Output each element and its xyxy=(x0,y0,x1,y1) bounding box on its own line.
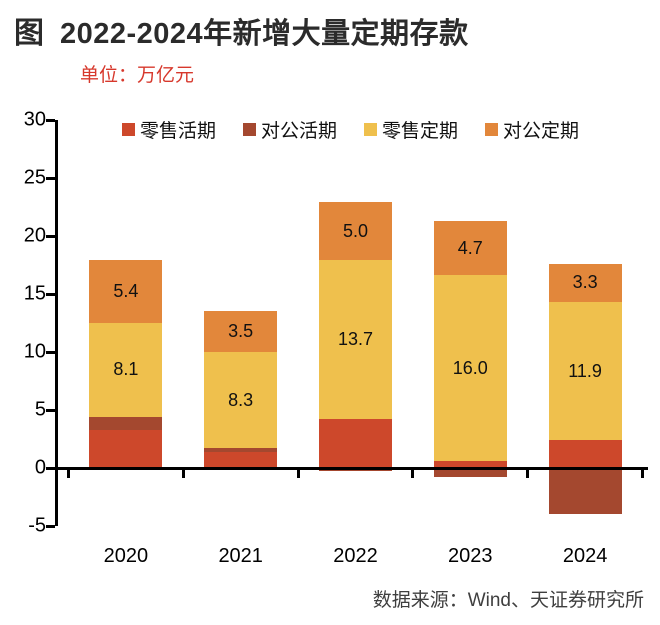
y-axis-tick-mark xyxy=(46,524,55,528)
x-axis-category-label: 2023 xyxy=(448,545,493,567)
y-axis-tick-label: 20 xyxy=(23,224,46,247)
x-axis-tick-mark xyxy=(67,469,70,478)
chart-legend: 零售活期 对公活期 零售定期 对公定期 xyxy=(122,116,579,143)
legend-swatch-icon xyxy=(485,123,499,136)
bar-value-label: 5.0 xyxy=(342,220,369,241)
bar-segment: 16.0 xyxy=(433,275,507,462)
chart-title: 2022-2024年新增大量定期存款 xyxy=(60,18,469,50)
bar-segment: 3.5 xyxy=(204,311,278,352)
legend-item: 零售活期 xyxy=(122,116,216,143)
y-axis-tick-mark xyxy=(46,292,55,296)
bar-segment: 5.0 xyxy=(319,202,392,261)
bar-value-label: 11.9 xyxy=(568,360,602,381)
y-axis-tick-label: -5 xyxy=(28,514,46,537)
bar-segment: 11.9 xyxy=(548,302,622,441)
y-axis-tick-mark xyxy=(46,234,55,238)
bar-segment xyxy=(204,451,278,468)
y-axis-tick-label: 15 xyxy=(23,282,46,305)
legend-label: 对公活期 xyxy=(261,121,338,142)
legend-swatch-icon xyxy=(243,123,257,136)
legend-swatch-icon xyxy=(364,123,378,136)
bar-segment xyxy=(89,429,163,468)
bar-value-label: 4.7 xyxy=(457,237,483,258)
y-axis-tick-mark xyxy=(46,408,55,412)
bar-value-label: 16.0 xyxy=(452,357,488,378)
x-axis-tick-mark xyxy=(296,469,300,478)
bar-segment: 5.4 xyxy=(89,260,163,323)
bar-value-label: 8.1 xyxy=(113,359,139,380)
bar-segment xyxy=(89,416,163,430)
bar-segment: 3.3 xyxy=(548,263,622,303)
legend-label: 零售活期 xyxy=(140,121,217,142)
bar-segment xyxy=(433,461,507,468)
figure-header: 图 2022-2024年新增大量定期存款 xyxy=(14,8,469,52)
x-axis-tick-mark xyxy=(526,469,530,478)
bar-segment xyxy=(548,440,622,468)
x-axis-tick-mark xyxy=(641,469,644,478)
legend-label: 对公定期 xyxy=(503,121,580,142)
legend-item: 对公定期 xyxy=(485,116,579,143)
y-axis-tick-label: 25 xyxy=(23,166,46,189)
bar-segment xyxy=(204,448,278,452)
y-axis-tick-label: 10 xyxy=(23,340,46,363)
y-axis-tick-mark xyxy=(46,118,55,122)
y-axis-tick-label: 0 xyxy=(34,456,46,479)
x-axis-line xyxy=(55,466,648,470)
bar-value-label: 3.5 xyxy=(228,321,254,342)
y-axis-line xyxy=(55,120,58,526)
x-axis-category-label: 2024 xyxy=(562,545,608,567)
bar-segment: 8.1 xyxy=(89,323,163,417)
bar-value-label: 5.4 xyxy=(113,281,139,302)
x-axis-category-label: 2022 xyxy=(333,545,378,567)
data-source-label: 数据来源：Wind、天证券研究所 xyxy=(372,590,644,611)
legend-swatch-icon xyxy=(122,123,135,136)
y-axis-tick-mark xyxy=(46,176,55,180)
y-axis-tick-label: 30 xyxy=(23,108,46,131)
bar-segment xyxy=(319,419,392,468)
chart-unit-label: 单位：万亿元 xyxy=(80,65,195,86)
y-axis-tick-mark xyxy=(46,350,55,354)
legend-item: 对公活期 xyxy=(243,116,337,143)
y-axis-tick-mark xyxy=(46,466,55,470)
x-axis-tick-mark xyxy=(411,469,415,478)
bar-segment xyxy=(433,468,507,478)
bar-value-label: 13.7 xyxy=(337,329,374,350)
legend-item: 零售定期 xyxy=(364,116,458,143)
x-axis-category-label: 2021 xyxy=(218,545,263,567)
bar-segment xyxy=(548,468,622,515)
figure-tag: 图 xyxy=(14,17,44,50)
y-axis-tick-label: 5 xyxy=(34,398,46,421)
bar-value-label: 8.3 xyxy=(228,389,254,410)
bar-segment: 13.7 xyxy=(319,260,392,420)
bar-segment: 4.7 xyxy=(433,220,507,276)
x-axis-tick-mark xyxy=(181,469,185,478)
bar-value-label: 3.3 xyxy=(572,272,598,293)
bar-segment xyxy=(319,468,392,472)
legend-label: 零售定期 xyxy=(382,121,459,142)
bar-segment: 8.3 xyxy=(204,352,278,449)
x-axis-category-label: 2020 xyxy=(103,545,149,567)
